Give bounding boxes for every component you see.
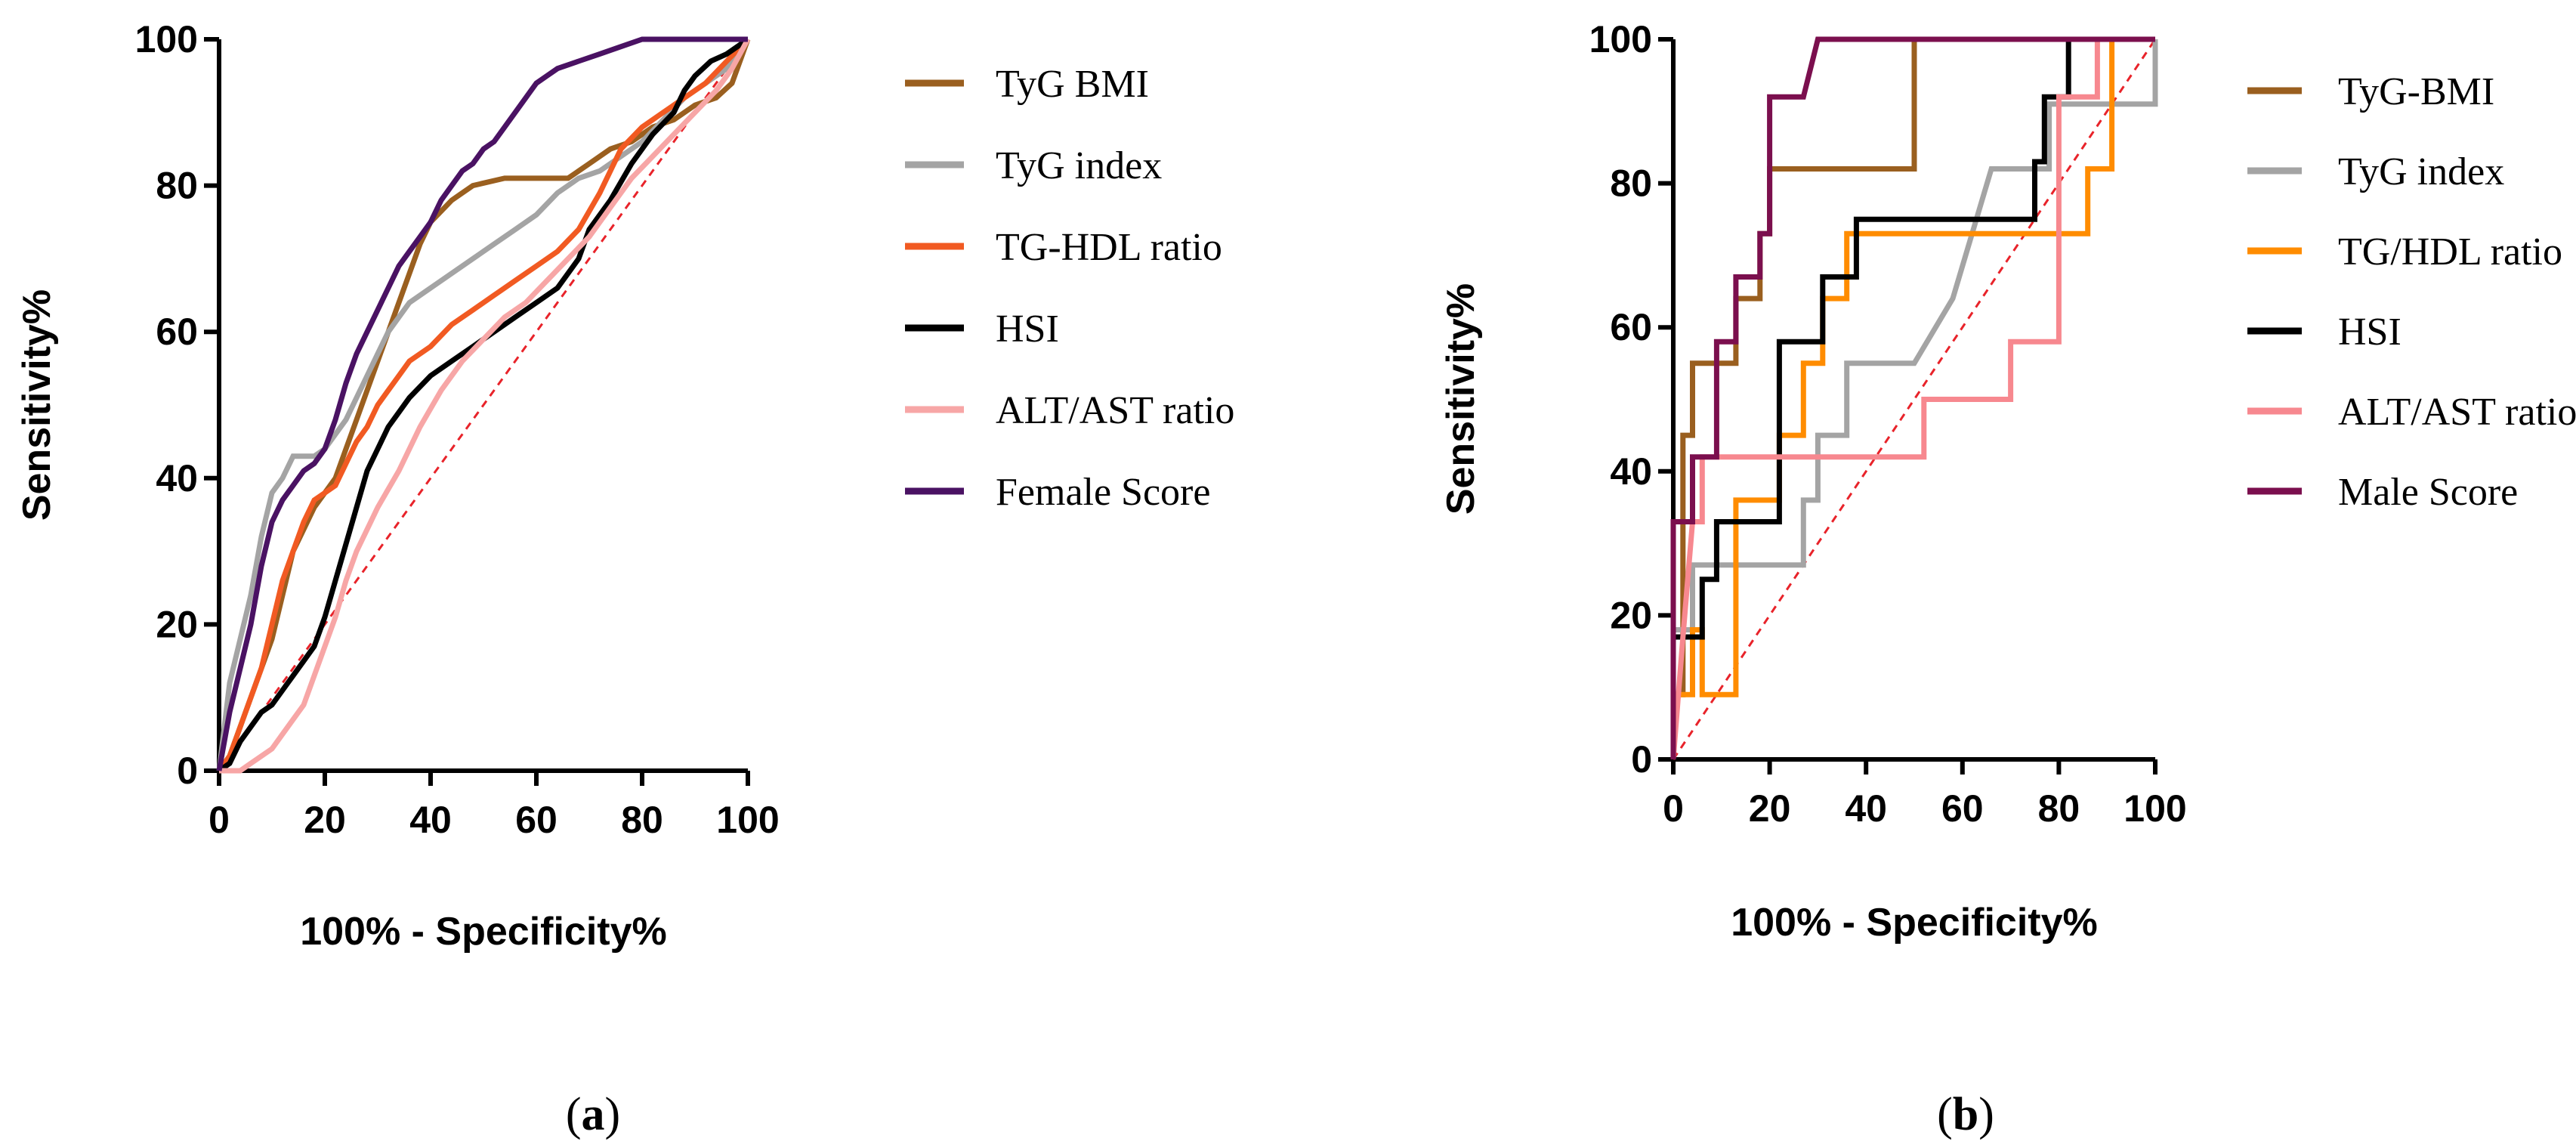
series-line-alt-ast-ratio bbox=[219, 38, 751, 774]
roc-chart-b: 0 20 40 60 80 100 0 20 40 60 80 100 100% - Specifici… bbox=[1439, 18, 2576, 945]
y-tick-label: 60 bbox=[1610, 306, 1652, 348]
x-tick-label: 20 bbox=[304, 799, 346, 841]
x-tick-label: 80 bbox=[621, 799, 663, 841]
y-axis-label: Sensitivity% bbox=[1439, 283, 1483, 515]
x-tick-label: 0 bbox=[208, 799, 230, 841]
y-axis-label: Sensitivity% bbox=[15, 289, 59, 521]
x-tick-label: 100 bbox=[716, 799, 779, 841]
legend-label-tyg-index: TyG index bbox=[2338, 150, 2504, 193]
legend-label-tg-hdl-ratio: TG/HDL ratio bbox=[2338, 230, 2562, 274]
series-line-alt-ast-ratio bbox=[1670, 36, 2155, 760]
legend-label-tyg-bmi: TyG BMI bbox=[996, 63, 1149, 106]
legend-label-hsi: HSI bbox=[2338, 311, 2401, 354]
series-line-tg-hdl-ratio bbox=[1670, 36, 2155, 759]
series-line-male-score bbox=[1670, 36, 2155, 759]
y-tick-label: 0 bbox=[1631, 738, 1652, 781]
roc-chart-a: 0 20 40 60 80 100 0 20 40 60 80 100 100% - Specifici… bbox=[15, 18, 1234, 954]
series-line-hsi bbox=[218, 37, 749, 773]
legend-label-hsi: HSI bbox=[996, 308, 1059, 351]
y-tick-label: 80 bbox=[156, 165, 198, 207]
legend-label-tg-hdl-ratio: TG-HDL ratio bbox=[996, 226, 1222, 269]
y-tick-label: 20 bbox=[1610, 594, 1652, 636]
y-tick-label: 100 bbox=[135, 18, 198, 60]
caption-b: (b) bbox=[1937, 1089, 1994, 1140]
y-tick-label: 80 bbox=[1610, 162, 1652, 205]
x-tick-label: 40 bbox=[1845, 787, 1887, 830]
x-tick-label: 80 bbox=[2038, 787, 2080, 830]
y-tick-label: 40 bbox=[156, 457, 198, 499]
legend-label-tyg-index: TyG index bbox=[996, 144, 1162, 187]
x-tick-label: 40 bbox=[409, 799, 452, 841]
y-tick-label: 60 bbox=[156, 311, 198, 353]
legend-label-alt-ast-ratio: ALT/AST ratio bbox=[996, 389, 1234, 432]
series-line-tyg-index bbox=[1670, 39, 2158, 759]
legend-label-female-score: Female Score bbox=[996, 471, 1210, 514]
caption-a: (a) bbox=[566, 1089, 620, 1140]
x-tick-label: 60 bbox=[1941, 787, 1984, 830]
x-tick-label: 100 bbox=[2124, 787, 2186, 830]
x-tick-label: 20 bbox=[1749, 787, 1791, 830]
series-line-tyg-index bbox=[216, 37, 750, 771]
legend-label-male-score: Male Score bbox=[2338, 471, 2518, 514]
y-tick-label: 40 bbox=[1610, 450, 1652, 493]
series-line-tg-hdl-ratio bbox=[217, 37, 750, 773]
x-axis-label: 100% - Specificity% bbox=[1731, 901, 2098, 945]
series-line-tyg-bmi bbox=[217, 38, 751, 773]
x-axis-label: 100% - Specificity% bbox=[300, 910, 667, 954]
legend-label-alt-ast-ratio: ALT/AST ratio bbox=[2338, 391, 2576, 434]
y-tick-label: 0 bbox=[177, 750, 198, 792]
x-tick-label: 0 bbox=[1663, 787, 1684, 830]
y-tick-label: 100 bbox=[1589, 18, 1652, 60]
reference-diagonal bbox=[218, 39, 749, 771]
legend-label-tyg-bmi: TyG-BMI bbox=[2338, 70, 2494, 113]
reference-diagonal bbox=[1672, 39, 2157, 760]
y-tick-label: 20 bbox=[156, 603, 198, 645]
series-line-female-score bbox=[216, 36, 748, 771]
series-line-hsi bbox=[1670, 36, 2155, 759]
x-tick-label: 60 bbox=[515, 799, 558, 841]
